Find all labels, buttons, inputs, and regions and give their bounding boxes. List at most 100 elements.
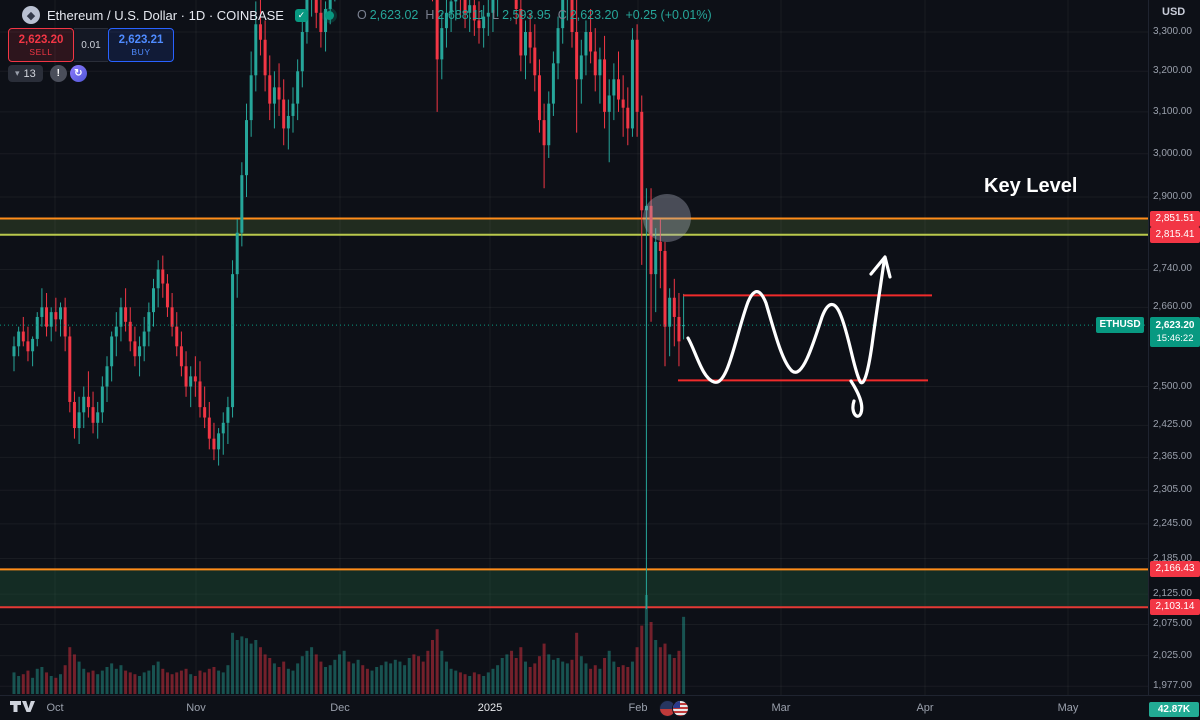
volume-bar [314, 654, 318, 694]
volume-bar [654, 640, 658, 694]
volume-bar [68, 647, 72, 694]
volume-bar [551, 659, 555, 694]
hand-drawn-sketch[interactable] [849, 379, 864, 418]
current-price-chip: 2,623.20 15:46:22 [1150, 317, 1200, 348]
highlight-circle[interactable] [643, 194, 691, 242]
volume-bar [431, 640, 434, 694]
key-level-annotation[interactable]: Key Level [984, 175, 1078, 197]
candle-body [454, 0, 458, 2]
candle-body [235, 232, 239, 275]
volume-bar [17, 676, 21, 694]
sell-label: SELL [29, 46, 53, 57]
price-level-chip: 2,815.41 [1150, 226, 1200, 243]
volume-bar [82, 668, 86, 694]
candle-body [142, 331, 146, 347]
volume-bar [542, 643, 546, 694]
market-open-dot [324, 10, 334, 20]
volume-bar [347, 661, 351, 694]
candle-body [672, 297, 676, 317]
volume-bar [207, 668, 211, 694]
object-count-chip[interactable]: ▾ 13 [8, 65, 43, 82]
candle-body [175, 326, 179, 347]
volume-bar [203, 672, 207, 694]
event-flag-icon[interactable] [672, 700, 689, 717]
volume-bar [668, 654, 672, 694]
key-level-zone [0, 569, 1148, 608]
candle-body [226, 407, 230, 423]
symbol-title[interactable]: Ethereum / U.S. Dollar · 1D · COINBASE [47, 7, 284, 23]
candle-body [170, 307, 174, 327]
volume-bar [630, 661, 634, 694]
volume-bar [263, 654, 267, 694]
volume-bar [672, 658, 676, 694]
candlestick-chart[interactable] [0, 0, 1148, 695]
volume-bar [537, 656, 541, 694]
volume-bar [593, 665, 597, 694]
sell-button[interactable]: 2,623.20 SELL [8, 28, 74, 62]
volume-bar [277, 667, 281, 694]
candle-body [221, 422, 225, 434]
price-tick-label: 2,305.00 [1153, 484, 1192, 496]
bar-countdown: 15:46:22 [1156, 333, 1194, 345]
candle-body [477, 20, 481, 29]
time-tick-label: Nov [186, 702, 206, 714]
time-axis[interactable]: Oct Nov Dec 2025 Feb Mar Apr May [0, 695, 1200, 720]
volume-bar [607, 650, 611, 694]
volume-bar [152, 665, 155, 694]
volume-bar [198, 670, 202, 694]
hand-drawn-sketch[interactable] [869, 255, 892, 279]
hand-drawn-sketch[interactable] [686, 260, 886, 385]
volume-bar [328, 665, 332, 694]
volume-bar [584, 663, 588, 694]
candle-body [91, 407, 95, 423]
volume-bar [458, 672, 462, 694]
price-level-chip: 2,103.14 [1150, 599, 1200, 616]
price-tick-label: 1,977.00 [1153, 680, 1192, 692]
ohlc-readout: O 2,623.02 H 2,688.11 L 2,593.95 C 2,623… [357, 8, 712, 22]
volume-bar [77, 661, 81, 694]
symbol-header[interactable]: ◆ Ethereum / U.S. Dollar · 1D · COINBASE… [22, 5, 712, 25]
volume-bar [21, 674, 25, 694]
chart-pane[interactable]: Key Level ETHUSD [0, 0, 1148, 695]
volume-bar [305, 650, 309, 694]
candle-body [268, 75, 272, 104]
candle-body [35, 316, 39, 339]
currency-label[interactable]: USD [1162, 6, 1186, 18]
time-tick-label: Dec [330, 702, 350, 714]
candle-body [198, 381, 202, 408]
candle-body [96, 412, 100, 423]
volume-bar [35, 668, 39, 694]
volume-bar [91, 670, 95, 694]
candle-body [324, 8, 328, 33]
quick-trade-icon[interactable]: ✓ [294, 8, 308, 22]
volume-bar [463, 674, 467, 694]
volume-bar [477, 674, 481, 694]
price-tick-label: 2,425.00 [1153, 419, 1192, 431]
alert-icon[interactable]: ! [49, 65, 67, 82]
volume-bar [626, 667, 630, 694]
price-axis[interactable]: USD 3,300.00 3,200.00 3,100.00 3,000.00 2,90… [1148, 0, 1200, 695]
buy-price: 2,623.21 [118, 33, 164, 46]
volume-bar [482, 676, 486, 694]
candle-body [468, 5, 472, 13]
symbol-price-line-chip: ETHUSD [1096, 317, 1144, 334]
candle-body [254, 24, 258, 76]
candle-body [328, 0, 332, 9]
buy-button[interactable]: 2,623.21 BUY [108, 28, 174, 62]
candle-body [31, 338, 35, 352]
candle-body [621, 99, 625, 108]
tradingview-logo[interactable] [8, 697, 38, 720]
candle-body [179, 346, 183, 367]
candle-body [114, 326, 118, 337]
candle-body [21, 331, 25, 342]
volume-bar [365, 668, 369, 694]
cyclone-icon[interactable]: ↻ [69, 65, 87, 82]
volume-bar [533, 663, 537, 694]
candle-body [463, 0, 467, 13]
volume-bar [324, 667, 328, 694]
candle-body [663, 250, 667, 327]
time-tick-label: Oct [46, 702, 64, 714]
volume-bar [612, 661, 616, 694]
volume-bar [398, 661, 402, 694]
candle-body [300, 32, 304, 72]
